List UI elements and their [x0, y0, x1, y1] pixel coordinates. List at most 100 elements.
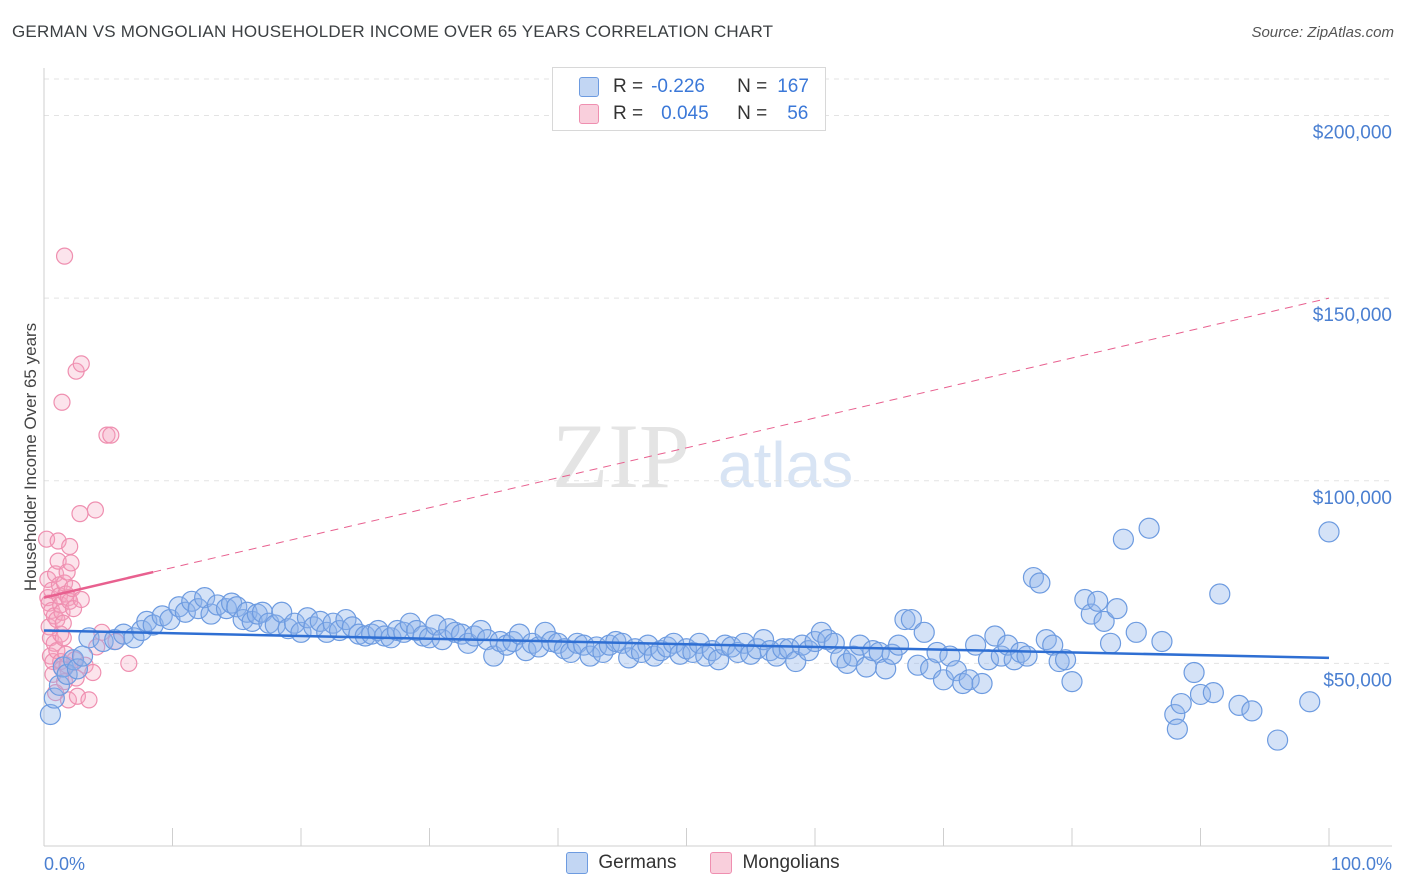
series-legend: Germans Mongolians: [0, 852, 1406, 874]
x-tick-label-max: 100.0%: [1331, 854, 1392, 874]
german-point: [1266, 729, 1289, 751]
mongolian-point: [98, 426, 116, 444]
german-point: [907, 654, 929, 676]
german-point: [142, 614, 164, 636]
mongolians-swatch: [579, 104, 599, 124]
german-point: [1029, 572, 1051, 594]
mongolian-point: [72, 590, 90, 609]
mongolians-legend-swatch: [710, 852, 733, 874]
german-point: [1106, 597, 1128, 620]
legend-item-germans: Germans: [566, 852, 676, 874]
german-point: [971, 672, 993, 695]
german-point: [1170, 692, 1192, 715]
legend-row-germans: R = -0.226 N = 167: [579, 74, 809, 100]
germans-legend-swatch: [566, 852, 589, 874]
legend-label-mongolians: Mongolians: [742, 852, 840, 873]
mongolian-point: [58, 563, 76, 581]
y-tick-labels: $50,000 $100,000 $150,000 $200,000: [1313, 123, 1392, 692]
mongolians-points: [37, 247, 138, 709]
german-point: [251, 601, 274, 623]
y-tick-label: $100,000: [1313, 488, 1392, 509]
axes: [43, 68, 1392, 847]
mongolian-point: [120, 654, 138, 672]
mongolian-point: [80, 691, 98, 709]
n-label: N =: [737, 103, 768, 124]
german-point: [1202, 681, 1224, 704]
german-point: [1125, 621, 1147, 643]
germans-swatch: [579, 77, 599, 97]
mongolian-point: [54, 614, 72, 632]
german-point: [1042, 634, 1064, 656]
german-point: [1099, 632, 1122, 654]
german-point: [1299, 691, 1321, 713]
y-tick-label: $200,000: [1313, 123, 1392, 144]
n-value: 167: [777, 76, 809, 97]
n-label: N =: [737, 76, 768, 97]
legend-row-mongolians: R = 0.045 N = 56: [579, 101, 808, 127]
german-point: [887, 634, 910, 656]
trend-lines: [43, 297, 1330, 660]
mongolian-point: [86, 501, 105, 519]
mongolian-point: [61, 537, 79, 556]
german-point: [1016, 645, 1038, 667]
germans-trend-line: [43, 629, 1330, 660]
watermark-zip: ZIP: [552, 405, 690, 507]
mongolian-point: [55, 247, 74, 265]
german-point: [48, 674, 71, 696]
mongolian-point: [72, 355, 90, 373]
german-point: [1061, 671, 1083, 693]
german-point: [1112, 528, 1135, 550]
mongolian-point: [71, 505, 89, 523]
german-point: [226, 596, 248, 618]
german-point: [900, 608, 922, 631]
german-point: [926, 641, 948, 664]
x-tick-label-min: 0.0%: [44, 854, 85, 874]
german-point: [43, 687, 65, 709]
y-tick-label: $150,000: [1313, 305, 1392, 326]
r-label: R =: [613, 76, 644, 97]
german-point: [194, 587, 216, 609]
german-point: [66, 658, 89, 680]
german-point: [894, 608, 916, 631]
german-point: [958, 669, 980, 691]
german-point: [71, 645, 94, 667]
r-value: 0.045: [661, 103, 709, 124]
german-point: [1151, 630, 1173, 653]
german-point: [39, 703, 62, 726]
mongolian-point: [84, 663, 102, 682]
german-point: [817, 629, 839, 651]
gridlines: [44, 78, 1392, 664]
mongolian-point: [53, 393, 71, 411]
german-point: [159, 608, 181, 631]
chart-title: GERMAN VS MONGOLIAN HOUSEHOLDER INCOME O…: [12, 22, 774, 41]
german-point: [1166, 718, 1188, 740]
watermark-atlas: atlas: [718, 429, 853, 501]
mongolian-point: [102, 426, 120, 444]
legend-label-germans: Germans: [598, 852, 677, 873]
german-point: [952, 672, 974, 695]
source-label: Source: ZipAtlas.com: [1251, 24, 1394, 41]
germans-points: [39, 517, 1340, 751]
y-axis-label: Householder Income Over 65 years: [21, 323, 40, 591]
german-point: [1318, 521, 1340, 543]
german-point: [1093, 610, 1115, 632]
german-point: [1228, 694, 1250, 716]
german-point: [1241, 700, 1263, 722]
german-point: [1183, 661, 1205, 684]
mongolians-trend-extension: [153, 297, 1330, 573]
mongolians-trend-line: [43, 570, 154, 599]
stats-legend: R = -0.226 N = 167 R = 0.045 N = 56: [552, 67, 826, 131]
german-point: [1138, 517, 1160, 539]
german-point: [1087, 590, 1109, 612]
x-ticks: [43, 828, 1330, 846]
r-value: -0.226: [651, 76, 705, 97]
legend-item-mongolians: Mongolians: [710, 852, 840, 874]
y-tick-label: $50,000: [1323, 670, 1392, 691]
german-point: [174, 601, 196, 623]
german-point: [1209, 583, 1231, 605]
watermark: ZIP atlas: [552, 405, 853, 507]
german-point: [849, 634, 871, 656]
german-point: [913, 621, 935, 643]
n-value: 56: [787, 103, 809, 124]
